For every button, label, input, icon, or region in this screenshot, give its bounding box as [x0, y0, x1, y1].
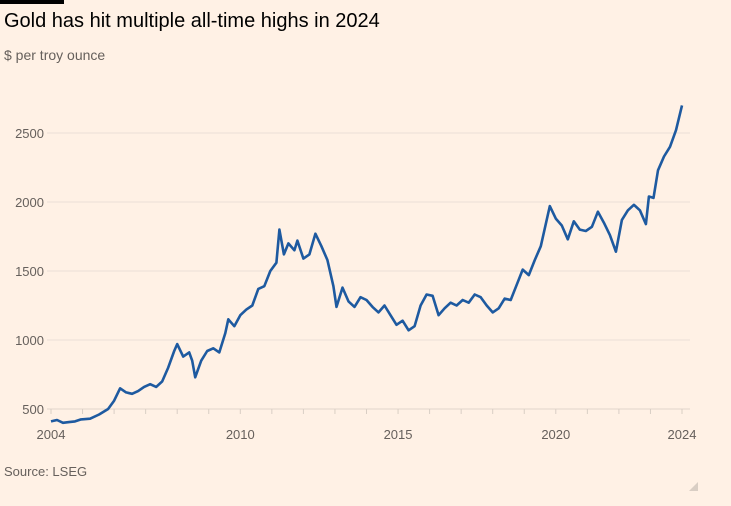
y-tick-label: 1000 [15, 333, 44, 348]
y-tick-label: 2000 [15, 195, 44, 210]
y-tick-label: 2500 [15, 126, 44, 141]
x-tick-label: 2020 [541, 427, 570, 442]
brand-bar [0, 0, 64, 4]
x-tick-label: 2010 [226, 427, 255, 442]
x-tick-label: 2024 [668, 427, 697, 442]
resize-handle-icon[interactable] [689, 482, 698, 491]
y-tick-label: 1500 [15, 264, 44, 279]
chart-subtitle: $ per troy ounce [4, 47, 106, 63]
chart-source: Source: LSEG [4, 464, 88, 479]
y-tick-label: 500 [22, 402, 44, 417]
gold-price-line [50, 105, 684, 425]
chart-title: Gold has hit multiple all-time highs in … [4, 10, 380, 32]
x-tick-label: 2004 [37, 427, 66, 442]
x-tick-label: 2015 [384, 427, 413, 442]
